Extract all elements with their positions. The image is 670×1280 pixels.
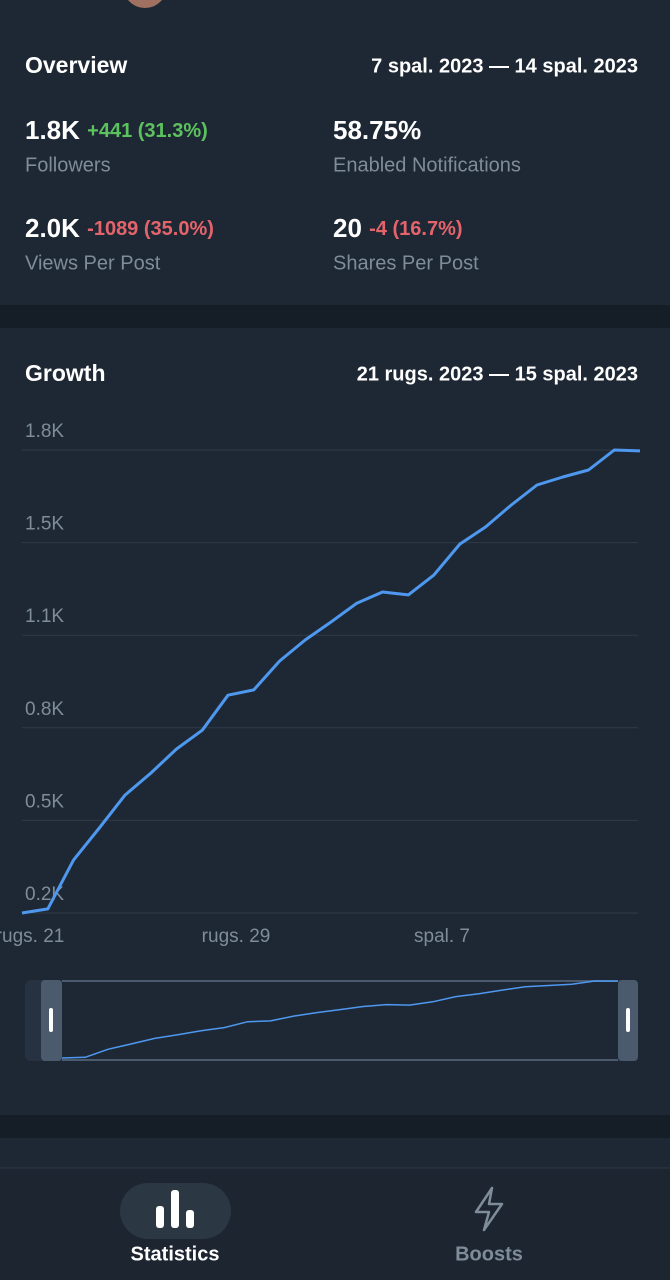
icon-bar xyxy=(156,1206,164,1228)
range-window xyxy=(62,980,618,1061)
tab-label: Boosts xyxy=(455,1243,523,1265)
y-tick-label: 1.5K xyxy=(25,514,64,535)
chart-title: Growth xyxy=(25,360,106,386)
overview-card xyxy=(0,0,670,305)
icon-bar xyxy=(171,1190,179,1228)
bolt-icon xyxy=(474,1186,504,1232)
y-tick-label: 1.1K xyxy=(25,606,64,627)
line xyxy=(61,980,619,1059)
y-tick-label: 1.8K xyxy=(25,421,64,442)
handle-grip xyxy=(626,1008,630,1032)
tab-boosts[interactable]: Boosts xyxy=(455,1186,523,1265)
x-tick-label: rugs. 21 xyxy=(0,926,64,947)
stat-label: Shares Per Post xyxy=(333,252,479,274)
x-tick-label: rugs. 29 xyxy=(202,926,271,947)
stat-value: 58.75% xyxy=(333,115,421,145)
next-card xyxy=(0,1138,670,1168)
stat-number: 2.0K xyxy=(25,213,80,243)
stat-change: +441 (31.3%) xyxy=(87,120,208,142)
avatar xyxy=(128,0,162,8)
stat-number: 58.75% xyxy=(333,115,421,145)
stat-number: 1.8K xyxy=(25,115,80,145)
tab-label: Statistics xyxy=(131,1243,220,1265)
stat-number: 20 xyxy=(333,213,362,243)
stat-label: Views Per Post xyxy=(25,252,161,274)
stat-value: 2.0K -1089 (35.0%) xyxy=(25,213,214,243)
y-tick-label: 0.8K xyxy=(25,699,64,720)
icon-bar xyxy=(186,1210,194,1228)
y-tick-label: 0.2K xyxy=(25,884,64,905)
bottom-nav xyxy=(0,1168,670,1280)
handle-grip xyxy=(49,1008,53,1032)
tab-statistics[interactable]: Statistics xyxy=(120,1183,231,1265)
stat-value: 20 -4 (16.7%) xyxy=(333,213,463,243)
overview-date: 7 spal. 2023 — 14 spal. 2023 xyxy=(371,55,638,77)
stat-label: Followers xyxy=(25,154,111,176)
x-tick-label: spal. 7 xyxy=(414,926,470,947)
chart-subtitle: 21 rugs. 2023 — 15 spal. 2023 xyxy=(357,363,638,385)
stat-change: -1089 (35.0%) xyxy=(87,218,214,240)
y-tick-label: 0.5K xyxy=(25,791,64,812)
line xyxy=(21,448,641,915)
stat-label: Enabled Notifications xyxy=(333,154,521,176)
stat-change: -4 (16.7%) xyxy=(369,218,462,240)
overview-title: Overview xyxy=(25,52,127,78)
stat-value: 1.8K +441 (31.3%) xyxy=(25,115,208,145)
